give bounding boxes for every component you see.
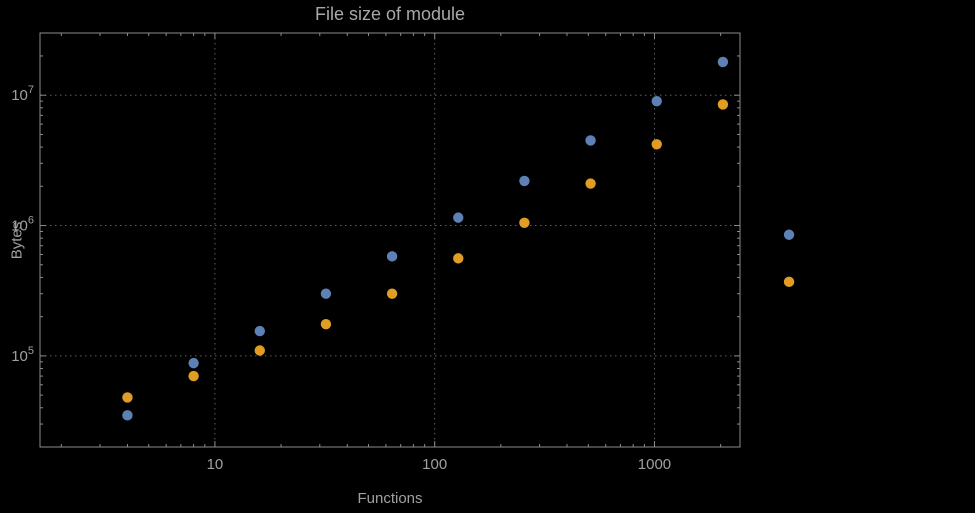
data-point-series-orange xyxy=(651,139,662,150)
data-point-series-blue xyxy=(453,212,464,223)
data-point-series-blue xyxy=(717,56,729,68)
chart-title: File size of module xyxy=(314,4,466,24)
data-point-series-blue xyxy=(651,95,662,107)
data-point-series-blue xyxy=(188,357,199,369)
y-tick-label: 106 xyxy=(11,215,34,235)
data-point-series-blue xyxy=(519,175,530,187)
data-point-series-blue xyxy=(122,410,133,421)
data-point-series-orange xyxy=(585,178,596,189)
data-point-series-orange xyxy=(453,253,464,264)
data-point-series-blue xyxy=(254,325,265,337)
data-point-series-orange xyxy=(122,392,133,403)
data-point-series-blue xyxy=(585,135,596,146)
data-point-series-blue xyxy=(386,251,398,262)
x-tick-label: 100 xyxy=(422,456,447,473)
data-point-series-orange xyxy=(783,276,795,288)
data-point-series-blue xyxy=(320,288,332,299)
y-tick-label: 105 xyxy=(11,345,34,365)
data-point-series-orange xyxy=(519,217,530,228)
data-point-series-orange xyxy=(188,370,199,382)
data-point-series-orange xyxy=(254,345,265,356)
y-tick-label: 107 xyxy=(11,84,34,104)
plot-frame xyxy=(39,32,741,448)
data-point-series-orange xyxy=(320,319,332,330)
x-axis-label: Functions xyxy=(357,490,423,507)
x-tick-label: 1000 xyxy=(638,456,671,473)
x-tick-label: 10 xyxy=(207,456,224,473)
data-point-series-blue xyxy=(783,229,795,240)
data-point-series-orange xyxy=(717,99,729,110)
data-point-series-orange xyxy=(386,288,398,299)
